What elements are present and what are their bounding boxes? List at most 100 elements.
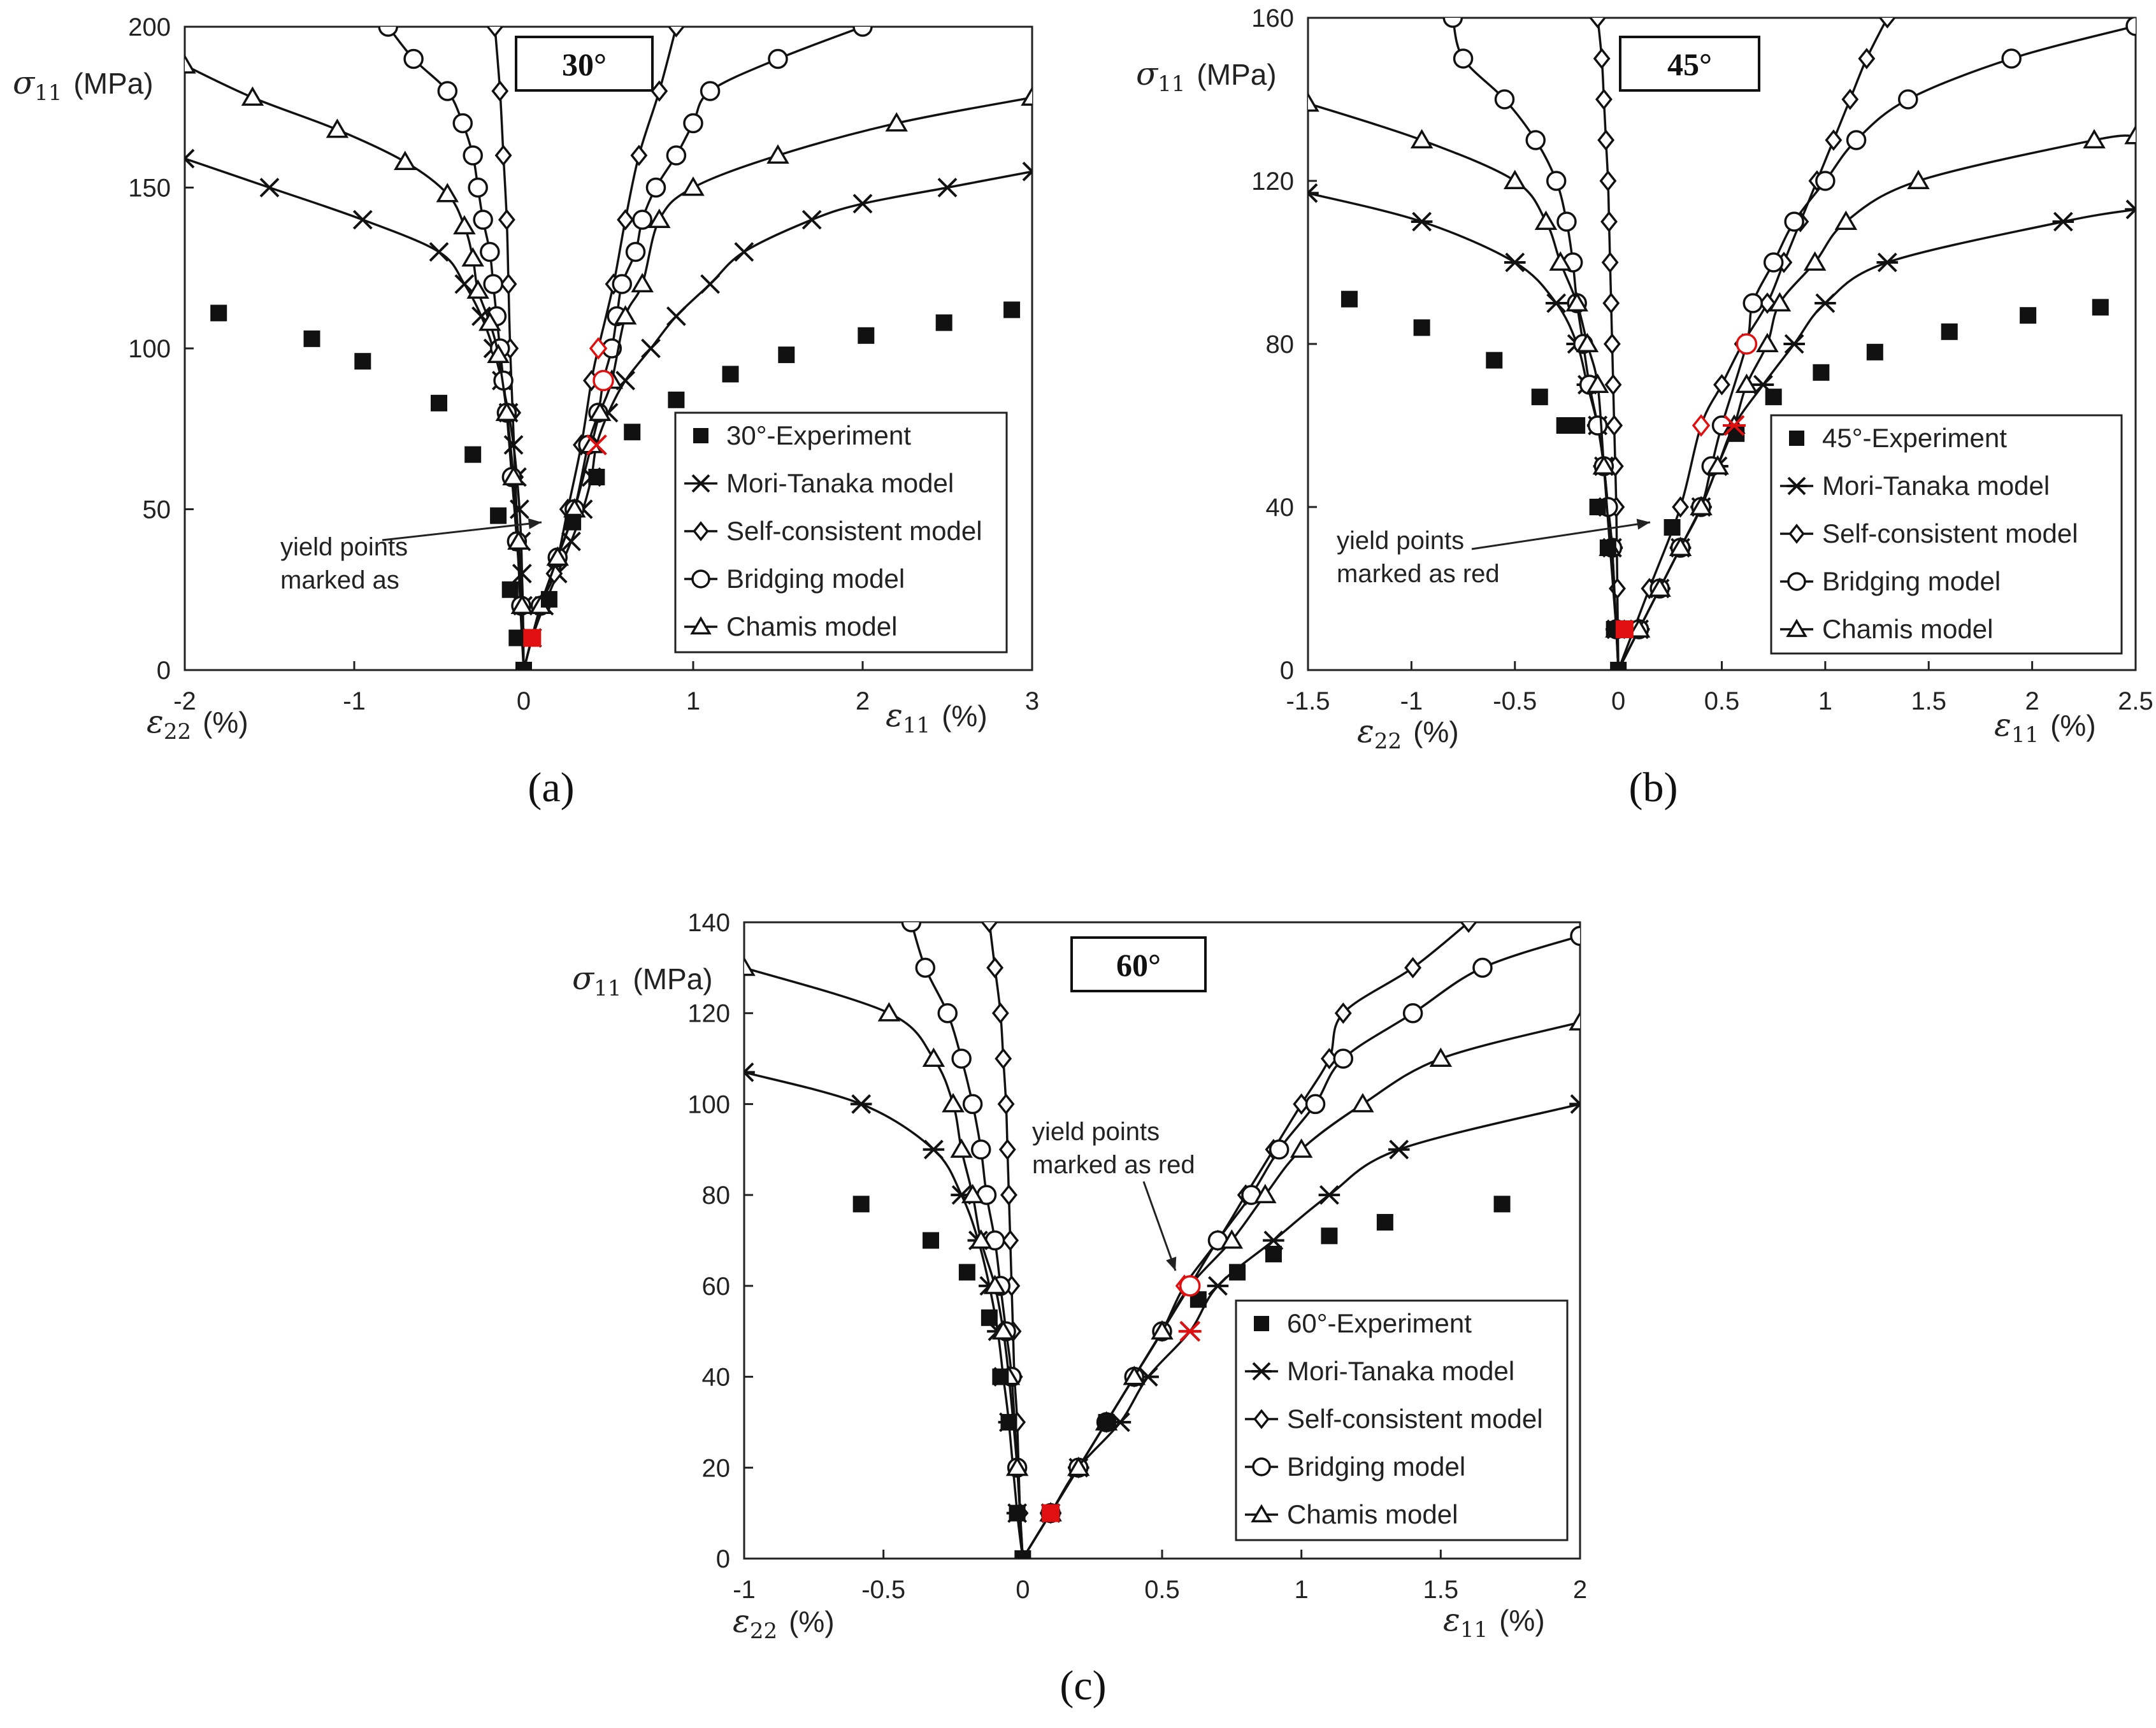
angle-box — [1070, 936, 1207, 992]
series-point-star — [1411, 211, 1433, 232]
series-point-diamond — [617, 209, 635, 231]
experiment-point — [858, 327, 875, 344]
series-point-circle — [1570, 925, 1580, 946]
experiment-point — [515, 662, 532, 670]
series-point-diamond — [1672, 496, 1689, 518]
series-point-triangle — [1756, 332, 1779, 352]
y-tick-label: 0 — [1280, 657, 1294, 685]
x-tick-label: 0 — [1611, 687, 1625, 715]
series-point-circle — [1743, 293, 1763, 313]
yield-point-experiment — [1615, 620, 1634, 638]
series-point-circle — [768, 48, 788, 69]
series-point-diamond — [1599, 170, 1617, 192]
series-point-triangle — [1220, 1229, 1244, 1249]
experiment-point — [1813, 364, 1830, 381]
experiment-point — [588, 469, 605, 485]
x-tick-label: 0 — [1016, 1576, 1030, 1604]
experiment-point — [923, 1232, 940, 1249]
series-point-circle — [403, 48, 424, 69]
series-point-circle — [480, 241, 500, 262]
angle-label: 45° — [1667, 46, 1712, 82]
series-point-circle — [1472, 957, 1493, 978]
legend-item-label: Self-consistent model — [1822, 518, 2078, 548]
legend-item-label: Bridging model — [726, 564, 905, 594]
legend-marker-triangle — [690, 616, 712, 635]
experiment-point — [1265, 1245, 1282, 1262]
experiment-point — [1599, 539, 1616, 556]
series-point-circle — [1442, 18, 1463, 28]
panel-label: (a) — [528, 764, 574, 811]
series-point-triangle — [983, 1275, 1007, 1294]
series-point-triangle — [877, 1002, 901, 1022]
series-point-circle — [937, 1003, 958, 1024]
series-point-circle — [700, 81, 721, 101]
series-point-circle — [1546, 171, 1567, 191]
experiment-point — [2092, 299, 2109, 316]
series-point-x — [259, 178, 280, 197]
series-point-triangle — [394, 150, 417, 171]
series-point-diamond — [1602, 292, 1620, 314]
series-point-diamond — [1878, 18, 1896, 29]
y-tick-label: 0 — [157, 657, 171, 685]
series-point-circle — [632, 210, 652, 230]
series-point-triangle — [1576, 332, 1599, 352]
series-point-triangle — [1308, 92, 1319, 112]
y-tick-label: 160 — [1251, 4, 1294, 32]
series-point-circle — [951, 1048, 972, 1069]
series-point-circle — [852, 27, 873, 37]
series-point-triangle — [1592, 455, 1616, 475]
series-point-diamond — [486, 27, 504, 38]
series-point-triangle — [1669, 536, 1692, 556]
series-point-triangle — [1569, 1011, 1580, 1031]
series-point-circle — [437, 81, 458, 101]
experiment-point — [2020, 307, 2037, 324]
annotation-text: marked as red — [1032, 1151, 1195, 1179]
y-tick-label: 80 — [702, 1182, 731, 1210]
series-point-diamond — [997, 1093, 1015, 1115]
series-point-triangle — [766, 144, 789, 164]
series-point-circle — [1815, 171, 1836, 191]
y-tick-label: 200 — [128, 13, 171, 41]
series-point-diamond — [1604, 374, 1622, 396]
angle-label: 30° — [562, 46, 607, 82]
experiment-point — [1610, 662, 1627, 670]
x-tick-label: 0.5 — [1144, 1576, 1180, 1604]
series-point-triangle — [1586, 373, 1609, 393]
series-point-circle — [1784, 211, 1804, 232]
series-point-circle — [2001, 48, 2022, 69]
legend-item-label: Mori-Tanaka model — [1287, 1356, 1514, 1386]
yield-point — [1722, 415, 1746, 436]
series-point-triangle — [546, 546, 569, 566]
series-point-triangle — [744, 956, 756, 976]
series-point-diamond — [499, 273, 517, 295]
series-point-triangle — [969, 1229, 993, 1249]
series-point-triangle — [502, 466, 525, 485]
legend-marker-star — [1251, 1362, 1272, 1381]
series-point-diamond — [1000, 1184, 1017, 1206]
legend-marker-circle — [1787, 572, 1806, 591]
series-point-triangle — [2083, 129, 2106, 148]
series-point-circle — [1333, 1048, 1354, 1069]
x-tick-label: 1 — [686, 687, 700, 715]
x-tick-label: -1 — [733, 1576, 756, 1604]
series-point-triangle — [453, 215, 476, 235]
legend-item-label: 60°-Experiment — [1287, 1308, 1472, 1338]
series-line-circle — [1451, 18, 1620, 670]
series-point-triangle — [241, 86, 264, 106]
x-tick-label: 0.5 — [1704, 687, 1740, 715]
series-point-triangle — [588, 401, 612, 421]
yield-point — [589, 337, 608, 360]
experiment-point — [668, 391, 685, 408]
x-tick-label: 2 — [856, 687, 870, 715]
annotation-arrow — [1142, 1181, 1177, 1271]
experiment-point — [1229, 1264, 1246, 1281]
legend-item-label: Mori-Tanaka model — [1822, 471, 2050, 501]
series-point-circle — [463, 145, 483, 166]
series-point-star — [1318, 1185, 1340, 1205]
series-point-triangle — [1534, 210, 1558, 230]
series-point-triangle — [922, 1047, 945, 1068]
series-point-diamond — [667, 27, 685, 38]
series-point-diamond — [494, 145, 512, 166]
yield-point-experiment — [523, 629, 542, 647]
series-point-diamond — [1334, 1002, 1352, 1024]
